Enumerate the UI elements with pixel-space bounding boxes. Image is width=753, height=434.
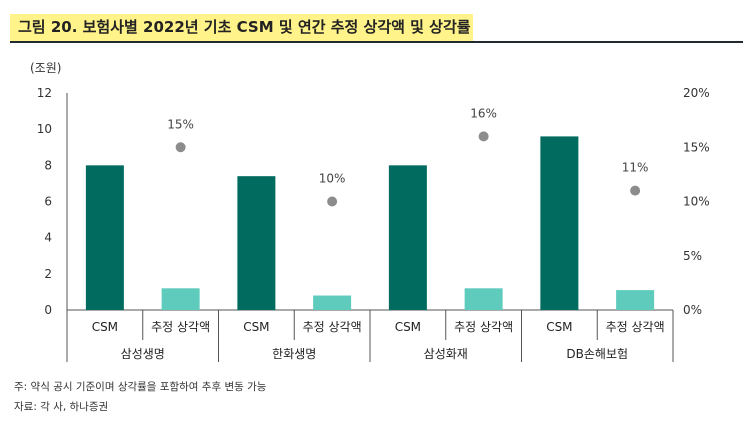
bar: [540, 136, 579, 310]
x-subcategory-label: CSM: [546, 320, 572, 334]
x-subcategory-label: 추정 상각액: [151, 320, 210, 334]
y-right-tick-label: 5%: [683, 249, 702, 263]
y-axis-right: 0% 5% 10% 15% 20%: [683, 86, 710, 317]
bar: [464, 288, 503, 310]
rate-point: [630, 185, 641, 196]
x-group-label: 한화생명: [272, 347, 316, 361]
x-subcategory-label: 추정 상각액: [606, 320, 665, 334]
title-highlight: [10, 14, 473, 42]
rate-data-label: 15%: [167, 117, 194, 131]
y-left-tick-label: 8: [44, 158, 52, 172]
rate-point: [327, 196, 338, 207]
chart-title: 그림 20. 보험사별 2022년 기초 CSM 및 연간 추정 상각액 및 상…: [18, 18, 471, 36]
footnotes: 주: 약식 공시 기준이며 상각률을 포함하여 추후 변동 가능 자료: 각 사…: [14, 377, 266, 417]
rate-data-label: 16%: [470, 106, 497, 120]
bar: [616, 290, 655, 310]
y-left-tick-label: 4: [44, 231, 52, 245]
x-subcategory-label: CSM: [395, 320, 421, 334]
y-left-tick-label: 12: [37, 86, 52, 100]
y-axis-unit-label: (조원): [30, 61, 61, 75]
y-right-tick-label: 10%: [683, 195, 710, 209]
x-subcategory-label: 추정 상각액: [303, 320, 362, 334]
rate-data-label: 10%: [319, 172, 346, 186]
x-group-label: DB손해보험: [566, 347, 628, 361]
source-text: 자료: 각 사, 하나증권: [14, 401, 109, 413]
bar: [313, 295, 352, 310]
x-group-label: 삼성화재: [424, 347, 468, 361]
x-subcategory-label: CSM: [243, 320, 269, 334]
x-group-label: 삼성생명: [121, 347, 165, 361]
bar: [388, 165, 427, 310]
bar-series: [85, 136, 655, 310]
y-axis-left: 0 2 4 6 8 10 12: [37, 86, 52, 317]
rate-series: 15% 10% 16% 11%: [167, 106, 649, 207]
x-subcategory-label: CSM: [92, 320, 118, 334]
bar: [161, 288, 200, 310]
x-subcategory-label: 추정 상각액: [454, 320, 513, 334]
note-text: 주: 약식 공시 기준이며 상각률을 포함하여 추후 변동 가능: [14, 381, 267, 393]
rate-point: [478, 131, 489, 142]
y-left-tick-label: 0: [44, 303, 52, 317]
bar: [237, 176, 276, 310]
y-right-tick-label: 0%: [683, 303, 702, 317]
title-divider: [10, 41, 743, 43]
y-left-tick-label: 10: [37, 122, 52, 136]
y-right-tick-label: 15%: [683, 140, 710, 154]
title-bar: 그림 20. 보험사별 2022년 기초 CSM 및 연간 추정 상각액 및 상…: [0, 0, 753, 43]
y-left-tick-label: 2: [44, 267, 52, 281]
rate-point: [175, 142, 186, 153]
y-right-tick-label: 20%: [683, 86, 710, 100]
rate-data-label: 11%: [622, 161, 649, 175]
bar: [85, 165, 124, 310]
y-left-tick-label: 6: [44, 195, 52, 209]
